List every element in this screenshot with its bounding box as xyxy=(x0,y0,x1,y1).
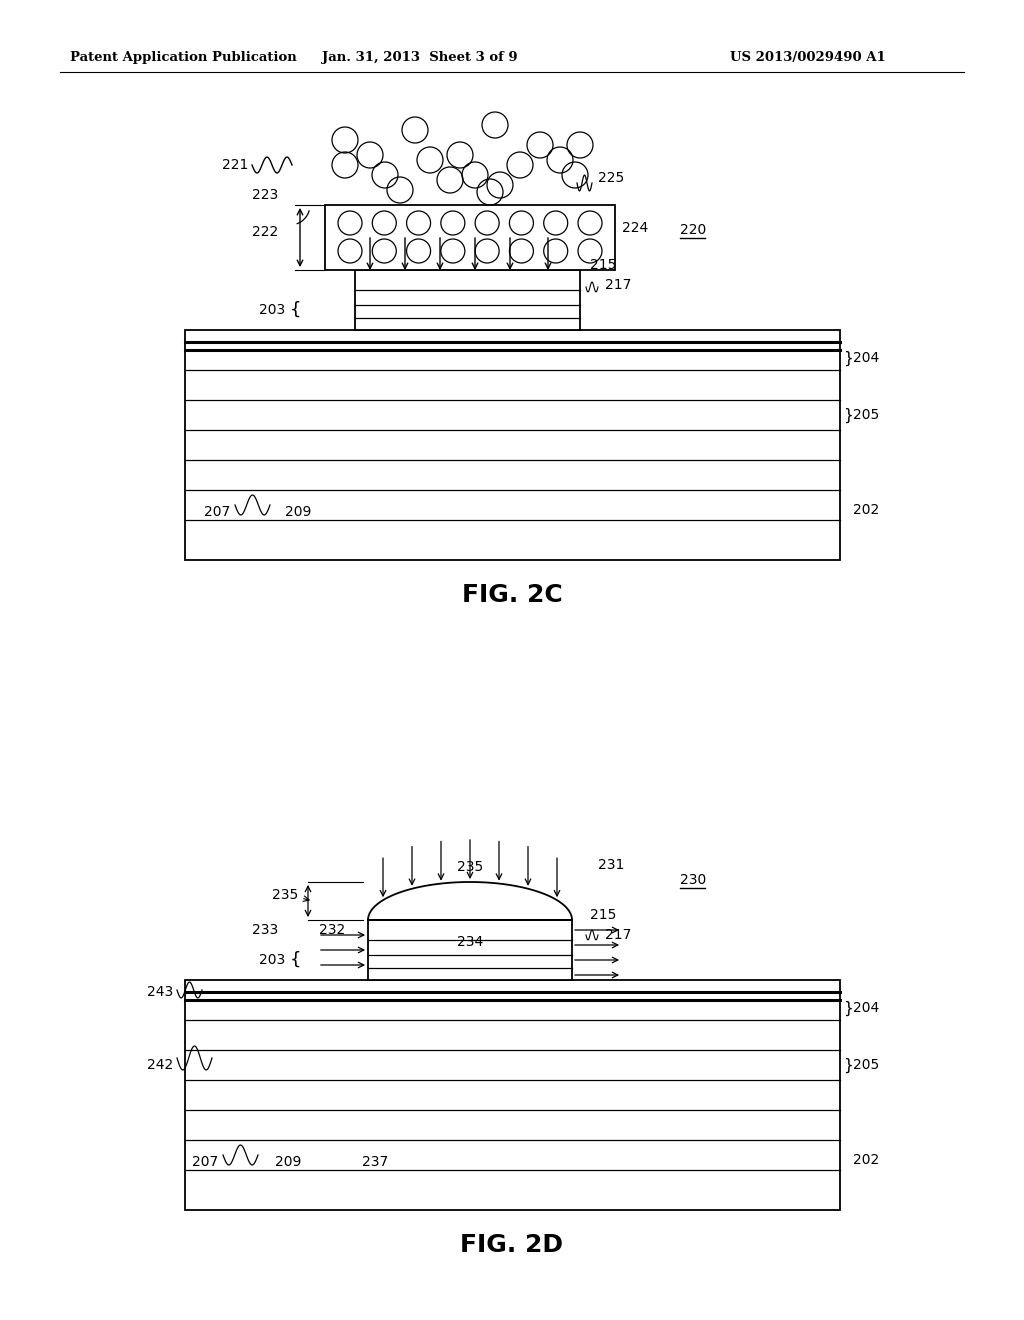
Text: 237: 237 xyxy=(362,1155,388,1170)
Bar xyxy=(185,330,840,560)
Text: 205: 205 xyxy=(853,1059,880,1072)
Text: }: } xyxy=(843,408,853,422)
Text: 232: 232 xyxy=(318,923,345,937)
Text: }: } xyxy=(843,1057,853,1073)
Text: 230: 230 xyxy=(680,873,707,887)
Text: 217: 217 xyxy=(605,928,632,942)
Text: 207: 207 xyxy=(204,506,230,519)
Text: 221: 221 xyxy=(221,158,248,172)
Text: 225: 225 xyxy=(598,172,625,185)
Text: 203: 203 xyxy=(259,953,285,968)
Text: {: { xyxy=(290,950,301,969)
Text: 202: 202 xyxy=(853,1152,880,1167)
Text: FIG. 2C: FIG. 2C xyxy=(462,583,562,607)
Text: 215: 215 xyxy=(590,908,616,921)
Text: 215: 215 xyxy=(590,257,616,272)
Text: 243: 243 xyxy=(146,985,173,999)
Bar xyxy=(325,205,615,271)
Text: 202: 202 xyxy=(853,503,880,517)
Text: 205: 205 xyxy=(853,408,880,422)
Text: 217: 217 xyxy=(605,279,632,292)
Text: 203: 203 xyxy=(259,304,285,317)
Bar xyxy=(185,979,840,1210)
Text: 231: 231 xyxy=(598,858,625,873)
Text: 234: 234 xyxy=(457,935,483,949)
Text: 220: 220 xyxy=(680,223,707,238)
Text: 207: 207 xyxy=(191,1155,218,1170)
Text: 235: 235 xyxy=(457,861,483,874)
Text: }: } xyxy=(843,1001,853,1015)
Text: 224: 224 xyxy=(622,220,648,235)
Text: 204: 204 xyxy=(853,1001,880,1015)
Text: 223: 223 xyxy=(252,187,278,202)
Text: FIG. 2D: FIG. 2D xyxy=(461,1233,563,1257)
Text: 209: 209 xyxy=(275,1155,301,1170)
Text: 222: 222 xyxy=(252,224,278,239)
Text: }: } xyxy=(843,350,853,366)
Bar xyxy=(355,271,580,330)
Text: 235: 235 xyxy=(271,888,298,902)
Polygon shape xyxy=(368,882,572,920)
Text: 233: 233 xyxy=(252,923,278,937)
Text: 242: 242 xyxy=(146,1059,173,1072)
Text: {: { xyxy=(290,301,301,319)
Text: Patent Application Publication: Patent Application Publication xyxy=(70,51,297,65)
Bar xyxy=(368,920,572,979)
Text: Jan. 31, 2013  Sheet 3 of 9: Jan. 31, 2013 Sheet 3 of 9 xyxy=(323,51,518,65)
Text: 209: 209 xyxy=(285,506,311,519)
Text: 204: 204 xyxy=(853,351,880,366)
Text: US 2013/0029490 A1: US 2013/0029490 A1 xyxy=(730,51,886,65)
